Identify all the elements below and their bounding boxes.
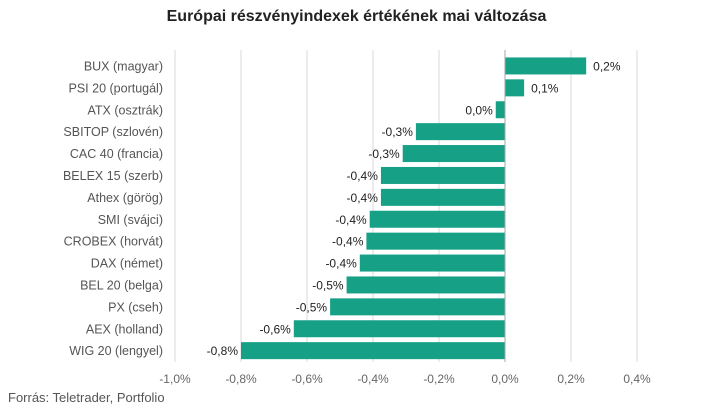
x-tick-label: -0,2%	[423, 372, 455, 386]
category-label: BEL 20 (belga)	[80, 278, 163, 292]
bar	[330, 298, 505, 316]
category-label: PX (cseh)	[108, 300, 163, 314]
bar	[369, 210, 505, 228]
labels: -1,0% -0,8% -0,6% -0,4% -0,2% 0,0% 0,2% 0,4% BUX…	[63, 59, 651, 386]
data-label: -0,4%	[325, 257, 357, 271]
bar	[415, 123, 505, 141]
data-label: -0,4%	[335, 213, 367, 227]
chart-title: Európai részvényindexek értékének mai vá…	[166, 8, 547, 25]
data-label: 0,2%	[593, 59, 621, 73]
category-label: BELEX 15 (szerb)	[63, 169, 163, 183]
data-label: -0,8%	[207, 344, 239, 358]
bar	[346, 276, 505, 294]
x-tick-label: -0,6%	[291, 372, 323, 386]
bar	[505, 79, 525, 97]
x-tick-label: -1,0%	[159, 372, 191, 386]
bar	[380, 188, 505, 206]
bar	[359, 254, 505, 272]
x-tick-label: 0,4%	[623, 372, 651, 386]
data-label: -0,5%	[312, 278, 344, 292]
category-label: PSI 20 (portugál)	[69, 81, 164, 95]
bar	[495, 101, 505, 119]
category-label: SBITOP (szlovén)	[63, 125, 163, 139]
bar	[380, 166, 505, 184]
x-tick-label: 0,0%	[491, 372, 519, 386]
data-label: -0,4%	[332, 235, 364, 249]
data-label: 0,1%	[531, 81, 559, 95]
bar	[402, 145, 505, 163]
data-label: -0,6%	[259, 322, 291, 336]
category-label: WIG 20 (lengyel)	[69, 344, 163, 358]
bar	[366, 232, 505, 250]
bars	[241, 57, 587, 360]
category-label: Athex (görög)	[87, 191, 163, 205]
category-label: AEX (holland)	[86, 322, 163, 336]
source-note: Forrás: Teletrader, Portfolio	[8, 390, 165, 405]
category-label: CAC 40 (francia)	[70, 147, 163, 161]
x-tick-label: -0,8%	[225, 372, 257, 386]
bar	[241, 342, 505, 360]
x-tick-label: 0,2%	[557, 372, 585, 386]
data-label: -0,5%	[296, 300, 328, 314]
category-label: CROBEX (horvát)	[64, 235, 163, 249]
category-label: BUX (magyar)	[84, 59, 163, 73]
category-label: DAX (német)	[91, 257, 163, 271]
data-label: -0,4%	[347, 191, 379, 205]
data-label: -0,3%	[368, 147, 400, 161]
data-label: 0,0%	[465, 103, 493, 117]
category-label: SMI (svájci)	[98, 213, 163, 227]
bar	[505, 57, 587, 75]
bar	[293, 320, 505, 338]
data-label: -0,3%	[382, 125, 414, 139]
data-label: -0,4%	[347, 169, 379, 183]
x-tick-label: -0,4%	[357, 372, 389, 386]
category-label: ATX (osztrák)	[88, 103, 163, 117]
